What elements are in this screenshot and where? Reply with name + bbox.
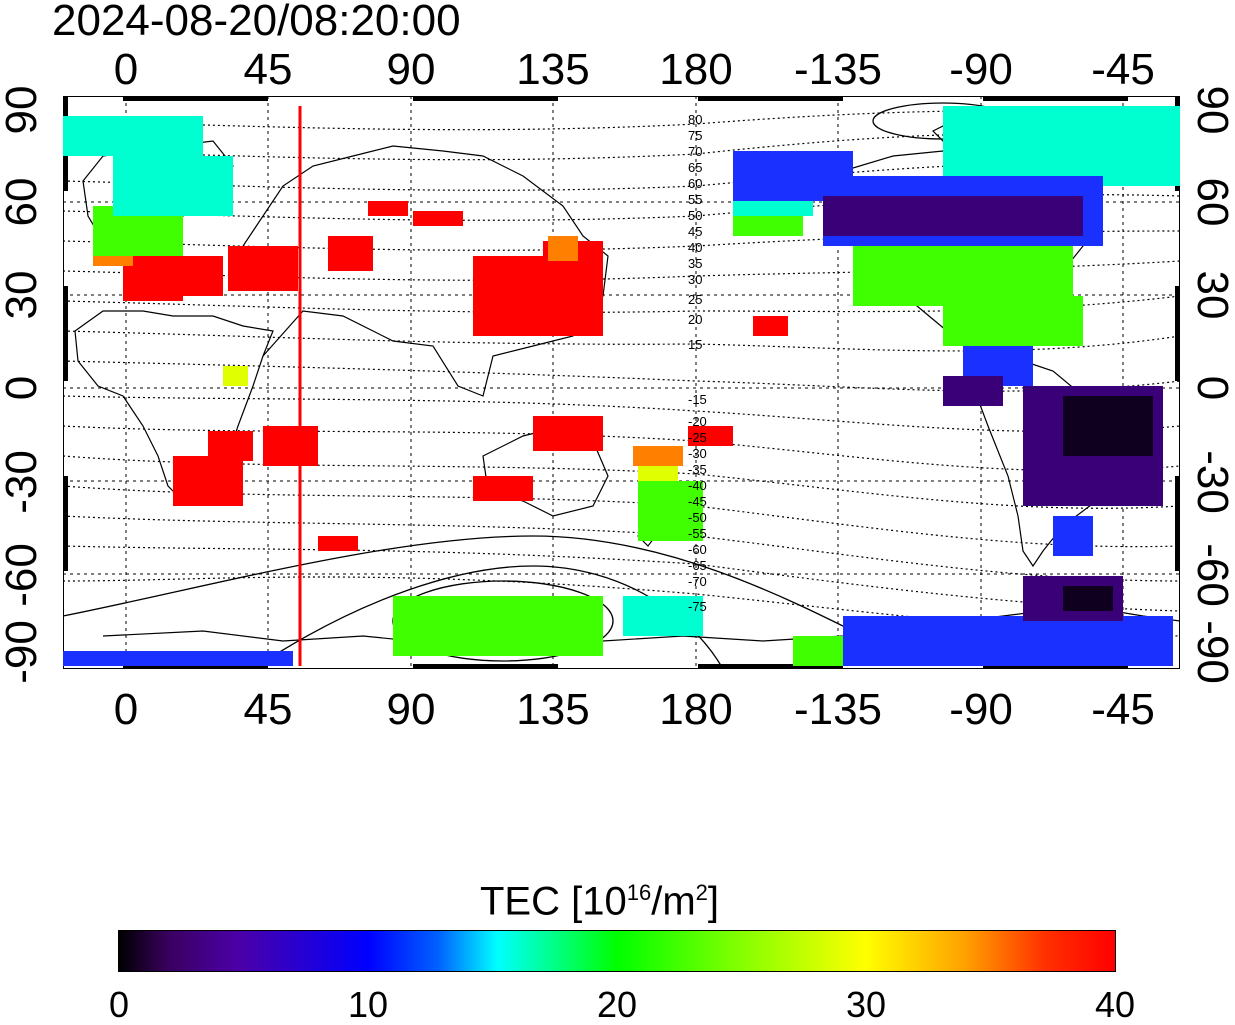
right-tick-label: 0: [1188, 375, 1235, 401]
left-tick-label: 90: [0, 85, 46, 135]
left-tick-label: -30: [0, 450, 46, 514]
contour-label: 50: [688, 208, 702, 223]
contour-label: 25: [688, 292, 702, 307]
contour-label: 40: [688, 240, 702, 255]
colorbar-tick-label: 40: [1094, 984, 1136, 1025]
contour-label-group: 80 75 70 65 60 55 50 45 40 35 30 25 20 1…: [688, 112, 707, 614]
tec-map: 80 75 70 65 60 55 50 45 40 35 30 25 20 1…: [63, 96, 1180, 669]
contour-label: -25: [688, 430, 707, 445]
bottom-tick-label: 0: [113, 685, 139, 734]
contour-label: 55: [688, 192, 702, 207]
bottom-tick-label: -45: [1091, 685, 1155, 734]
contour-label: -65: [688, 558, 707, 573]
map-bottom-tick-bars: [123, 664, 1128, 669]
right-tick-label: -90: [1188, 620, 1235, 684]
top-tick-label: 135: [516, 45, 590, 94]
contour-label: 45: [688, 224, 702, 239]
top-tick-label: -135: [793, 45, 883, 94]
bottom-tick-label: 90: [386, 685, 436, 734]
contour-label: -20: [688, 414, 707, 429]
left-tick-label: 0: [0, 375, 46, 401]
tec-patches-high: [98, 201, 788, 551]
contour-label: 30: [688, 272, 702, 287]
bottom-tick-label: 45: [243, 685, 293, 734]
top-tick-label: -45: [1091, 45, 1155, 94]
top-tick-label: 45: [243, 45, 293, 94]
contour-label: -55: [688, 526, 707, 541]
contour-label: -50: [688, 510, 707, 525]
bottom-tick-label: -90: [949, 685, 1013, 734]
graticule: [63, 96, 1180, 669]
contour-label: -30: [688, 446, 707, 461]
plot-title: 2024-08-20/08:20:00: [52, 0, 461, 45]
contour-label: 80: [688, 112, 702, 127]
right-tick-label: -30: [1188, 450, 1235, 514]
right-tick-label: 30: [1188, 270, 1235, 320]
bottom-tick-label: 180: [659, 685, 733, 734]
top-tick-label: 180: [659, 45, 733, 94]
colorbar-title: TEC [1016/m2]: [480, 879, 720, 924]
contour-label: -70: [688, 574, 707, 589]
bottom-tick-label: 135: [516, 685, 590, 734]
bottom-tick-label: -135: [793, 685, 883, 734]
tec-patches-dark: [1063, 396, 1153, 611]
right-tick-label: 60: [1188, 177, 1235, 227]
right-tick-label: 90: [1188, 85, 1235, 135]
left-tick-label: 60: [0, 177, 46, 227]
contour-label: -40: [688, 478, 707, 493]
contour-label: 15: [688, 337, 702, 352]
top-tick-label: 90: [386, 45, 436, 94]
contour-label: -60: [688, 542, 707, 557]
contour-label: 70: [688, 144, 702, 159]
contour-label: 75: [688, 128, 702, 143]
left-tick-label: 30: [0, 270, 46, 320]
contour-label: -75: [688, 599, 707, 614]
tec-patches-green: [93, 196, 1083, 666]
tec-patches-cyan: [63, 106, 1180, 636]
colorbar-tick-label: 0: [108, 984, 130, 1025]
left-tick-label: -60: [0, 543, 46, 607]
right-tick-label: -60: [1188, 543, 1235, 607]
contour-label: 35: [688, 256, 702, 271]
contour-label: -45: [688, 494, 707, 509]
top-tick-label: 0: [113, 45, 139, 94]
contour-label: 20: [688, 312, 702, 327]
left-tick-label: -90: [0, 620, 46, 684]
colorbar-tick-label: 10: [347, 984, 389, 1025]
top-tick-label: -90: [949, 45, 1013, 94]
colorbar-tick-label: 30: [845, 984, 887, 1025]
contour-label: 60: [688, 176, 702, 191]
contour-label: -35: [688, 462, 707, 477]
contour-label: 65: [688, 160, 702, 175]
colorbar: [118, 930, 1116, 972]
map-top-tick-bars: [123, 96, 1128, 101]
contour-label: -15: [688, 392, 707, 407]
colorbar-tick-label: 20: [596, 984, 638, 1025]
